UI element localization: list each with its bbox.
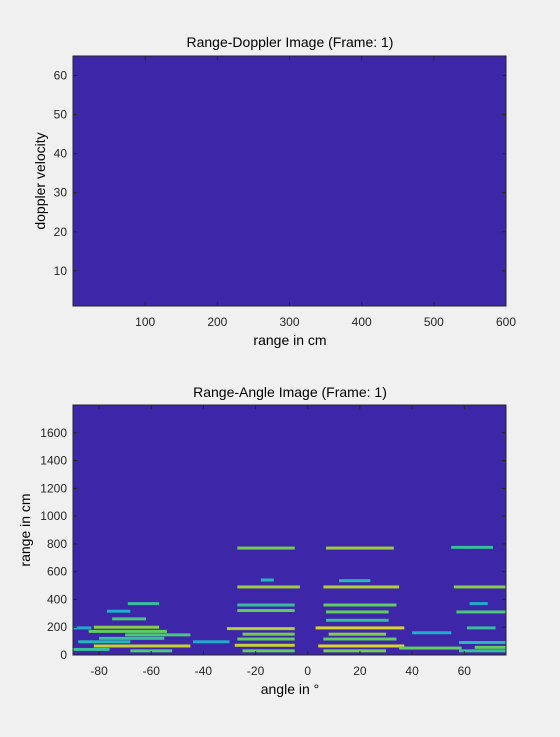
range-angle-title: Range-Angle Image (Frame: 1): [193, 384, 387, 400]
range-doppler-y-tick-label: 20: [54, 225, 68, 239]
range-angle-heatmap-band: [88, 629, 167, 633]
range-angle-heatmap-band: [323, 603, 397, 607]
range-doppler-x-label: range in cm: [253, 332, 326, 348]
range-angle-heatmap-band: [326, 618, 389, 622]
range-angle-heatmap-band: [260, 578, 274, 582]
range-angle-y-tick-label: 800: [47, 537, 67, 551]
range-angle-x-tick-label: -80: [90, 664, 108, 678]
range-angle-heatmap-band: [73, 647, 110, 651]
range-angle-heatmap-band: [326, 610, 389, 614]
range-doppler-x-tick-label: 200: [207, 315, 227, 329]
range-angle-x-ticks: -80 -60 -40 -20 0 20 40 60: [90, 405, 471, 678]
range-angle-heatmap-band: [237, 546, 295, 550]
range-angle-heatmap-band: [112, 617, 147, 621]
range-angle-y-tick-label: 400: [47, 592, 67, 606]
range-angle-heatmap-band: [237, 637, 295, 641]
range-doppler-x-tick-label: 100: [135, 315, 155, 329]
range-angle-heatmap-band: [453, 585, 506, 589]
range-angle-heatmap-band: [456, 610, 506, 614]
range-angle-heatmap-band: [226, 627, 295, 631]
range-doppler-y-ticks: 10 20 30 40 50 60: [54, 69, 506, 278]
range-doppler-x-tick-label: 300: [279, 315, 299, 329]
range-angle-heatmap-band: [99, 636, 165, 640]
range-angle-heatmap-band: [474, 645, 506, 649]
range-angle-heatmap-band: [318, 644, 405, 648]
range-angle-heatmap-band: [237, 603, 295, 607]
range-doppler-plot-area: [72, 55, 507, 307]
range-angle-heatmap-band: [412, 631, 452, 635]
range-angle-heatmap-band: [234, 643, 295, 647]
range-angle-heatmap-band: [242, 632, 295, 636]
range-angle-heatmap-band: [323, 649, 387, 653]
range-angle-heatmap-band: [459, 641, 506, 644]
range-angle-heatmap-band: [459, 649, 506, 653]
range-angle-x-tick-label: 40: [405, 664, 419, 678]
range-angle-chart: Range-Angle Image (Frame: 1) -80 -60 -40 -2…: [17, 384, 507, 697]
range-angle-heatmap-band: [130, 649, 173, 653]
range-angle-y-ticks: 0 200 400 600 800 1000 1200 1400 1600: [40, 426, 506, 662]
range-angle-y-tick-label: 200: [47, 620, 67, 634]
range-angle-heatmap-band: [237, 609, 295, 613]
range-angle-heatmap-band: [451, 545, 493, 549]
range-angle-axes-box: [72, 404, 507, 656]
range-angle-x-label: angle in °: [261, 681, 320, 697]
range-angle-heatmap-band: [125, 633, 191, 637]
range-angle-heatmap-band: [93, 625, 160, 629]
range-angle-heatmap-band: [106, 609, 131, 613]
range-angle-x-tick-label: -60: [143, 664, 161, 678]
range-angle-y-tick-label: 1600: [40, 426, 67, 440]
range-doppler-chart: Range-Doppler Image (Frame: 1) 100 200 300…: [32, 34, 516, 348]
range-angle-x-tick-label: -20: [247, 664, 265, 678]
range-angle-heatmap-band: [469, 602, 488, 606]
range-angle-heatmap-band: [339, 579, 371, 583]
range-angle-heatmap-band: [399, 646, 462, 650]
range-doppler-x-tick-label: 500: [424, 315, 444, 329]
range-angle-y-tick-label: 1400: [40, 454, 67, 468]
range-angle-heatmap-band: [315, 626, 405, 630]
range-angle-heatmap-band: [326, 546, 394, 550]
range-doppler-y-tick-label: 30: [54, 186, 68, 200]
range-doppler-y-label: doppler velocity: [32, 132, 48, 229]
range-doppler-x-tick-label: 400: [352, 315, 372, 329]
range-doppler-y-tick-label: 60: [54, 69, 68, 83]
range-doppler-x-tick-label: 600: [496, 315, 516, 329]
range-angle-heatmap-band: [93, 644, 191, 648]
range-doppler-y-tick-label: 50: [54, 108, 68, 122]
range-angle-heatmap-band: [192, 640, 230, 644]
range-angle-heatmap-band: [323, 585, 400, 589]
range-doppler-y-tick-label: 10: [54, 264, 68, 278]
range-angle-heatmap-band: [242, 649, 295, 653]
range-angle-x-tick-label: 60: [458, 664, 472, 678]
range-angle-y-tick-label: 1000: [40, 509, 67, 523]
range-angle-heatmap-band: [237, 585, 300, 589]
range-doppler-heatmap-fill: [73, 56, 506, 306]
range-angle-heatmap-band: [323, 637, 397, 641]
range-doppler-x-ticks: 100 200 300 400 500 600: [135, 56, 516, 329]
range-angle-x-tick-label: -40: [195, 664, 213, 678]
range-angle-heatmap-band: [466, 626, 496, 630]
range-angle-heatmap-fill: [73, 405, 506, 655]
range-angle-x-tick-label: 20: [353, 664, 367, 678]
range-angle-x-tick-label: 0: [304, 664, 311, 678]
range-angle-heatmap-band: [78, 640, 131, 644]
range-angle-y-tick-label: 0: [60, 648, 67, 662]
range-angle-y-tick-label: 1200: [40, 481, 67, 495]
range-angle-heatmap-band: [328, 632, 387, 636]
range-angle-y-tick-label: 600: [47, 565, 67, 579]
range-doppler-y-tick-label: 40: [54, 147, 68, 161]
range-angle-heatmap-band: [73, 626, 92, 630]
range-doppler-title: Range-Doppler Image (Frame: 1): [187, 34, 394, 50]
range-angle-heatmap-band: [127, 602, 160, 606]
range-angle-y-label: range in cm: [17, 493, 33, 566]
range-angle-plot-area: [72, 404, 507, 656]
